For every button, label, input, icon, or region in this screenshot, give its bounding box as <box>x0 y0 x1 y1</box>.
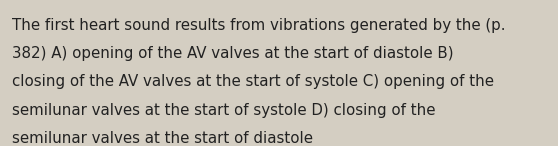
Text: semilunar valves at the start of diastole: semilunar valves at the start of diastol… <box>12 131 313 146</box>
Text: closing of the AV valves at the start of systole C) opening of the: closing of the AV valves at the start of… <box>12 74 494 89</box>
Text: semilunar valves at the start of systole D) closing of the: semilunar valves at the start of systole… <box>12 103 436 118</box>
Text: The first heart sound results from vibrations generated by the (p.: The first heart sound results from vibra… <box>12 18 506 33</box>
Text: 382) A) opening of the AV valves at the start of diastole B): 382) A) opening of the AV valves at the … <box>12 46 454 61</box>
